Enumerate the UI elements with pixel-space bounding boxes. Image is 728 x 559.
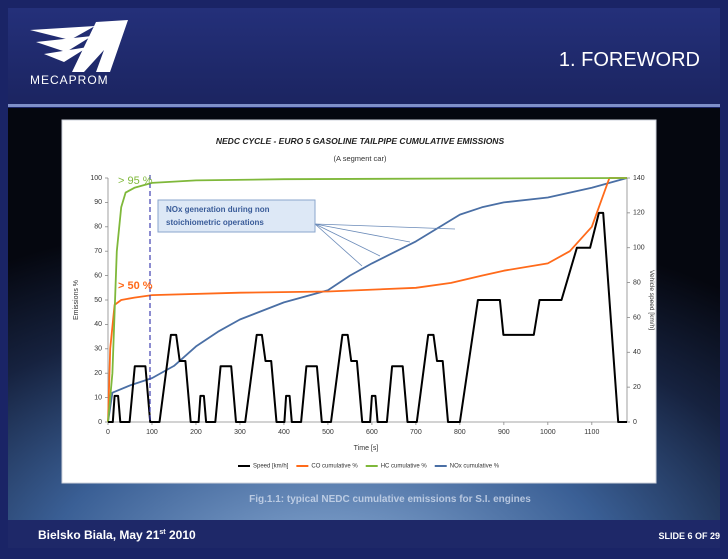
series-line — [107, 177, 628, 423]
y2-tick-label: 100 — [633, 245, 645, 252]
footer-date-main: Bielsko Biala, May 21 — [38, 528, 160, 542]
y2-tick-label: 0 — [633, 419, 637, 426]
legend-label: NOx cumulative % — [450, 464, 500, 470]
series-line — [107, 177, 628, 423]
y-tick-label: 80 — [94, 224, 102, 231]
header-band — [8, 8, 720, 106]
footer-date: Bielsko Biala, May 21st 2010 — [38, 528, 196, 542]
caption: Fig.1.1: typical NEDC cumulative emissio… — [249, 494, 531, 505]
legend-label: Speed [km/h] — [253, 464, 289, 470]
footer-year: 2010 — [166, 528, 196, 542]
logo-text: MECAPROM — [30, 73, 109, 87]
y-tick-label: 0 — [98, 419, 102, 426]
y2-tick-label: 120 — [633, 210, 645, 217]
series-line — [107, 177, 627, 423]
annotation: > 50 % — [118, 280, 153, 292]
chart-subtitle: (A segment car) — [334, 154, 387, 163]
footer-band — [8, 520, 720, 548]
y-tick-label: 50 — [94, 297, 102, 304]
y2-axis-label: Vehicle speed [km/h] — [648, 270, 655, 330]
y2-tick-label: 20 — [633, 384, 641, 391]
chart-panel — [61, 119, 657, 484]
x-tick-label: 700 — [410, 429, 422, 436]
x-tick-label: 300 — [234, 429, 246, 436]
y2-tick-label: 140 — [633, 175, 645, 182]
header-rule — [8, 104, 720, 107]
annotation: NOx generation during non — [166, 205, 270, 214]
x-tick-label: 800 — [454, 429, 466, 436]
x-tick-label: 900 — [498, 429, 510, 436]
x-tick-label: 400 — [278, 429, 290, 436]
logo — [30, 20, 128, 72]
x-tick-label: 1100 — [584, 429, 599, 436]
callout-box — [157, 199, 316, 233]
slide-number: SLIDE 6 OF 29 — [658, 531, 720, 541]
x-tick-label: 600 — [366, 429, 378, 436]
y2-tick-label: 60 — [633, 314, 641, 321]
y-tick-label: 10 — [94, 394, 102, 401]
y-axis-label: Emissions % — [73, 280, 80, 320]
legend-label: CO cumulative % — [311, 464, 358, 470]
legend-label: HC cumulative % — [381, 464, 428, 470]
y-tick-label: 40 — [94, 321, 102, 328]
series-line — [108, 211, 627, 423]
y-tick-label: 70 — [94, 248, 102, 255]
x-tick-label: 200 — [190, 429, 202, 436]
x-tick-label: 100 — [146, 429, 158, 436]
y-tick-label: 100 — [90, 175, 102, 182]
y-tick-label: 90 — [94, 199, 102, 206]
x-axis-label: Time [s] — [354, 445, 379, 452]
footer-date-suffix: st — [159, 529, 166, 536]
annotation: > 95 % — [118, 175, 153, 187]
slide-title: 1. FOREWORD — [559, 49, 700, 71]
x-tick-label: 1000 — [540, 429, 556, 436]
chart-title: NEDC CYCLE - EURO 5 GASOLINE TAILPIPE CU… — [216, 136, 505, 146]
y-tick-label: 60 — [94, 272, 102, 279]
y2-tick-label: 40 — [633, 349, 641, 356]
x-tick-label: 500 — [322, 429, 334, 436]
y-tick-label: 20 — [94, 370, 102, 377]
legend: Speed [km/h] CO cumulative % HC cumulative… — [238, 464, 500, 470]
y-tick-label: 30 — [94, 346, 102, 353]
annotation: stoichiometric operations — [166, 218, 264, 227]
plot: 0 100 200 300 400 500 600 700 800 900 1000 11000102… — [90, 175, 644, 436]
x-tick-label: 0 — [106, 429, 110, 436]
callout-arrows — [314, 223, 456, 267]
y2-tick-label: 80 — [633, 279, 641, 286]
